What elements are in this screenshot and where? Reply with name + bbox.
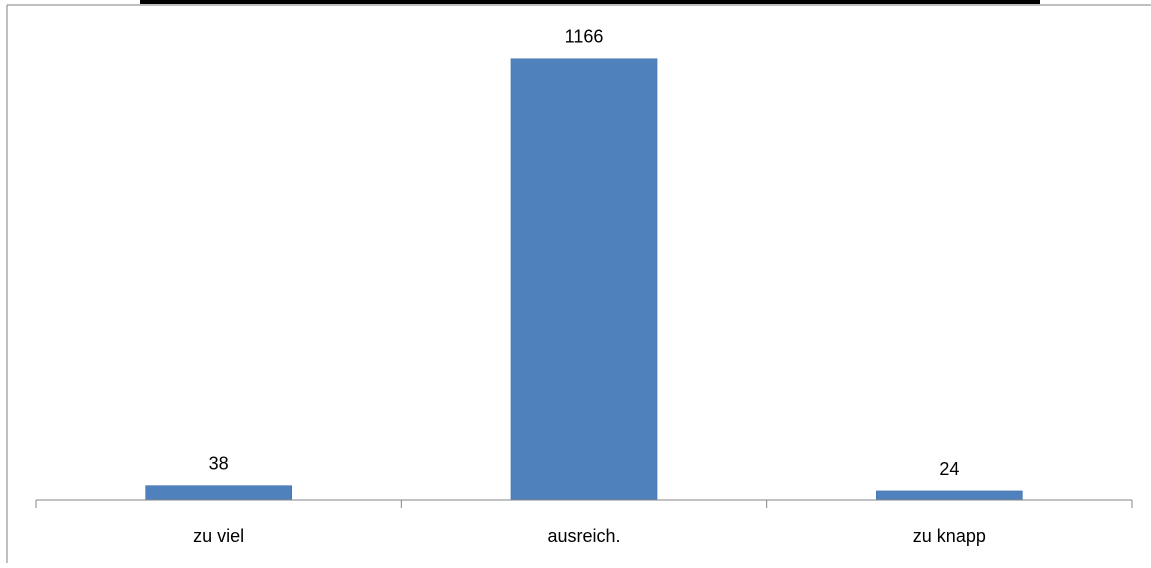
data-label: 1166 <box>565 27 604 47</box>
data-label: 38 <box>209 454 229 474</box>
x-tick-label: zu knapp <box>913 526 986 546</box>
x-tick-label: ausreich. <box>547 526 620 546</box>
bar-zu-viel <box>145 485 292 501</box>
bar-zu-knapp <box>876 490 1023 501</box>
data-labels-group: 38 1166 24 <box>209 27 960 479</box>
title-remnant <box>140 0 1040 4</box>
bars-group <box>145 58 1023 501</box>
x-axis <box>35 499 1133 508</box>
x-tick-label: zu viel <box>193 526 244 546</box>
x-tick-labels-group: zu viel ausreich. zu knapp <box>193 526 986 546</box>
data-label: 24 <box>939 459 959 479</box>
bar-ausreich <box>510 58 658 501</box>
